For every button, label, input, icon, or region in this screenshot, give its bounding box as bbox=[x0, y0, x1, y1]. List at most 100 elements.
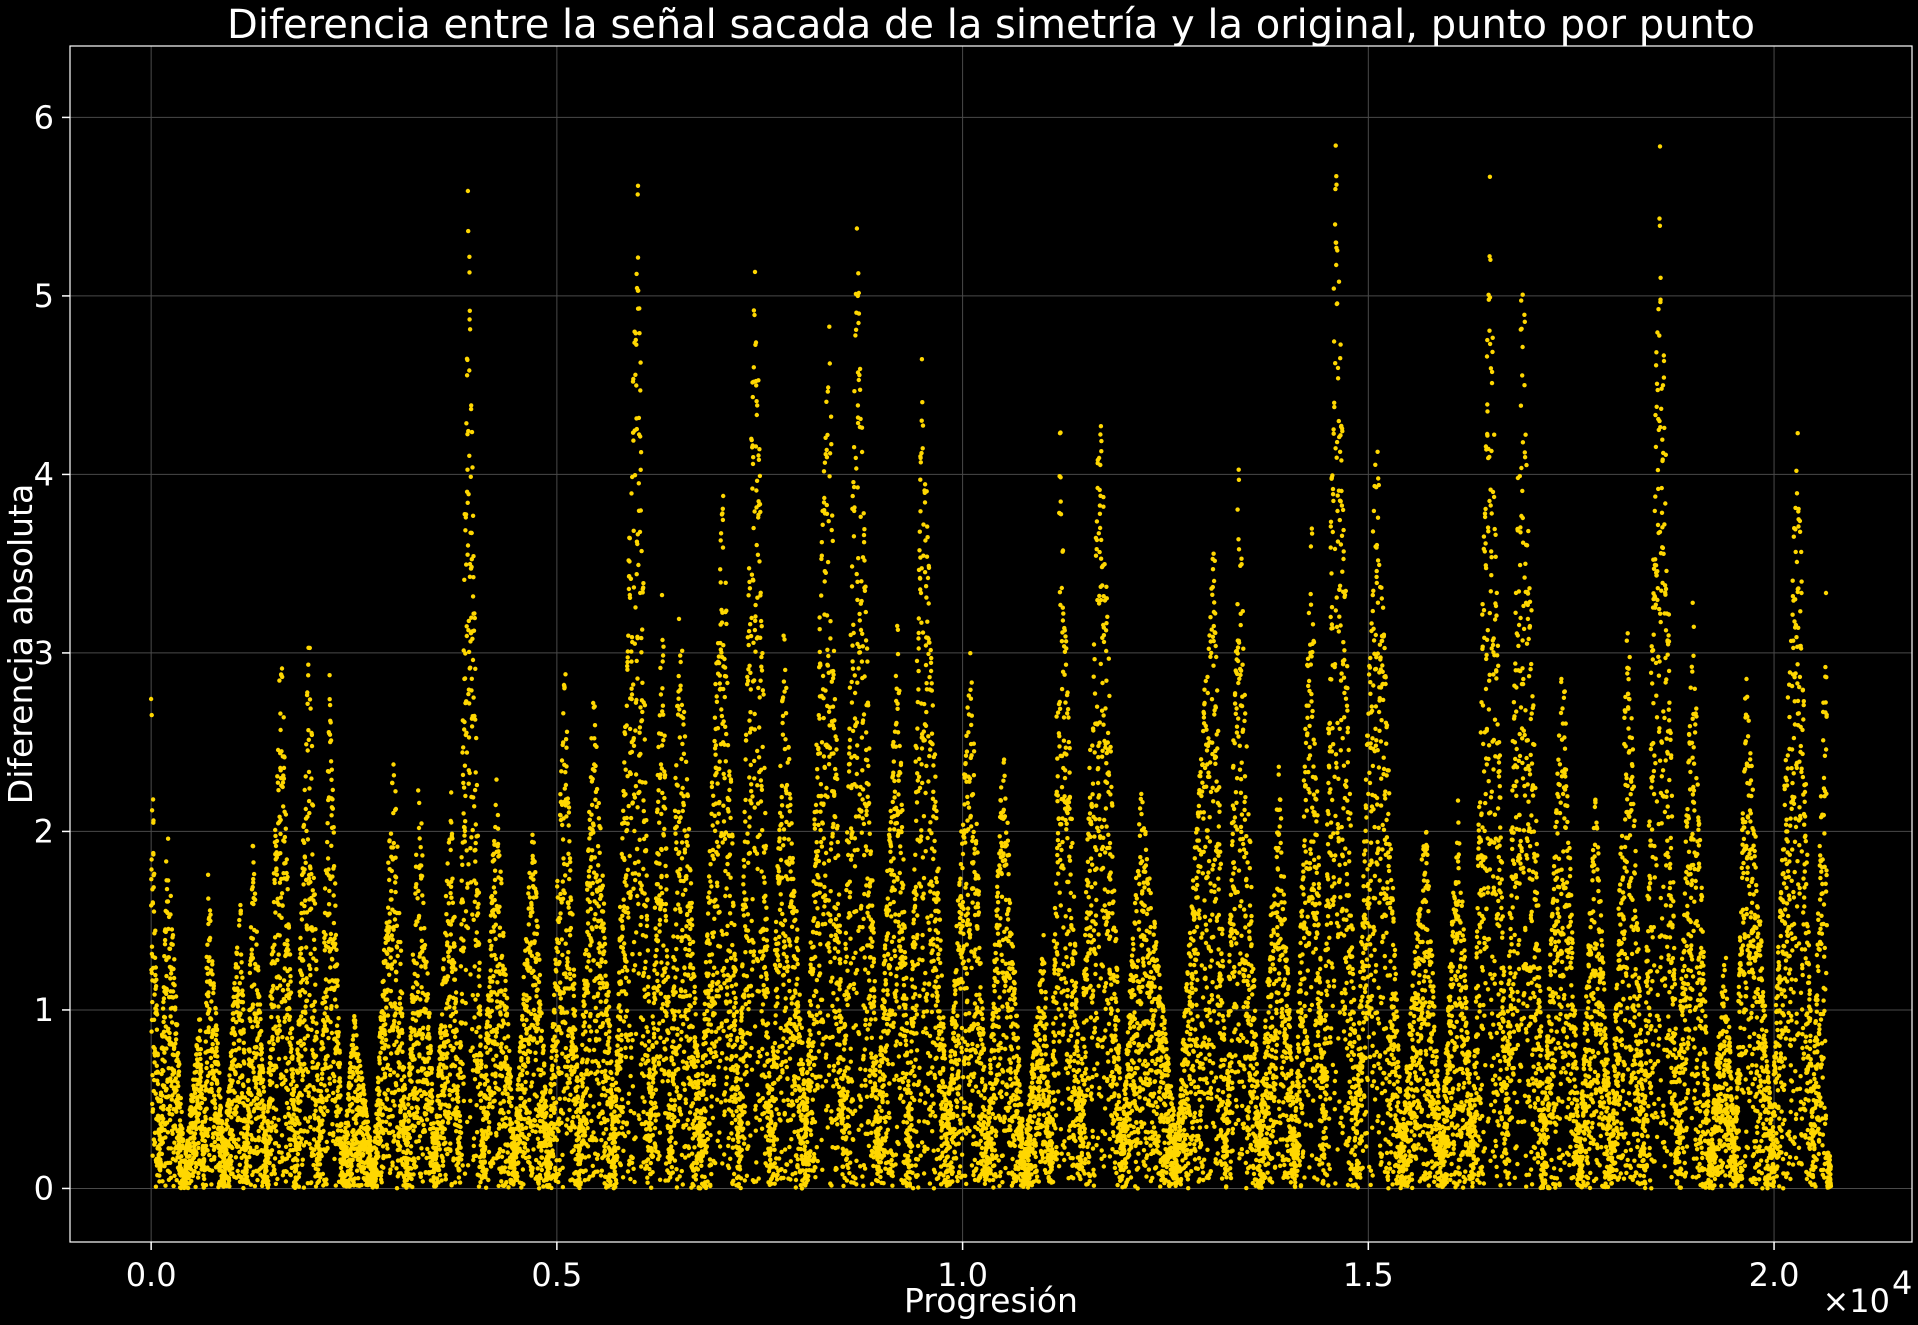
data-point bbox=[441, 957, 446, 962]
data-point bbox=[459, 991, 465, 997]
data-point bbox=[448, 932, 453, 937]
data-point bbox=[471, 795, 476, 800]
data-point bbox=[383, 1037, 389, 1043]
data-point bbox=[164, 859, 169, 864]
data-point bbox=[533, 1129, 538, 1135]
data-point bbox=[257, 1010, 263, 1015]
data-point bbox=[327, 732, 333, 737]
data-point bbox=[418, 1171, 424, 1177]
data-point bbox=[161, 1107, 166, 1112]
data-point bbox=[487, 938, 492, 944]
data-point bbox=[235, 1168, 240, 1174]
data-point bbox=[492, 890, 498, 895]
data-point bbox=[486, 1085, 492, 1090]
data-point bbox=[448, 922, 454, 927]
data-point bbox=[505, 1150, 510, 1155]
data-point bbox=[354, 1121, 359, 1126]
data-point bbox=[536, 1186, 542, 1191]
data-point bbox=[258, 1016, 263, 1022]
data-point bbox=[314, 1029, 320, 1035]
data-point bbox=[457, 1180, 463, 1185]
data-point bbox=[382, 1032, 388, 1037]
data-point bbox=[215, 1080, 220, 1086]
data-point bbox=[297, 1146, 302, 1152]
data-point bbox=[394, 1039, 399, 1044]
data-point bbox=[544, 1104, 549, 1109]
data-point bbox=[295, 1047, 300, 1052]
data-point bbox=[523, 1079, 528, 1085]
data-point bbox=[315, 1077, 320, 1083]
data-point bbox=[419, 821, 424, 826]
data-point bbox=[321, 1112, 327, 1118]
data-point bbox=[489, 943, 494, 948]
data-point bbox=[504, 1180, 509, 1185]
data-point bbox=[257, 1002, 263, 1007]
data-point bbox=[416, 788, 421, 793]
data-point bbox=[469, 688, 474, 693]
data-point bbox=[400, 1049, 405, 1055]
data-point bbox=[452, 914, 457, 920]
data-point bbox=[386, 860, 391, 865]
data-point bbox=[302, 787, 307, 793]
data-point bbox=[402, 1074, 407, 1079]
data-point bbox=[463, 793, 468, 799]
data-point bbox=[379, 1170, 384, 1175]
data-point bbox=[205, 1130, 210, 1135]
data-point bbox=[380, 1035, 385, 1041]
data-point bbox=[284, 1169, 289, 1175]
data-point bbox=[481, 1105, 487, 1111]
data-point bbox=[254, 1081, 259, 1087]
data-point bbox=[281, 978, 287, 983]
data-point bbox=[198, 1106, 203, 1111]
data-point bbox=[527, 1049, 533, 1055]
data-point bbox=[309, 776, 314, 781]
data-point bbox=[291, 1098, 297, 1103]
data-point bbox=[548, 1143, 553, 1148]
data-point bbox=[265, 1118, 270, 1124]
data-point bbox=[503, 978, 508, 984]
data-point bbox=[461, 780, 466, 786]
data-point bbox=[327, 888, 332, 894]
data-point bbox=[336, 1041, 341, 1046]
data-point bbox=[250, 844, 256, 849]
data-point bbox=[488, 968, 493, 973]
data-point bbox=[388, 1167, 393, 1172]
data-point bbox=[552, 1081, 557, 1087]
data-point bbox=[409, 1166, 414, 1171]
data-point bbox=[407, 1061, 412, 1067]
data-point bbox=[468, 665, 473, 670]
data-point bbox=[238, 1011, 243, 1016]
data-point bbox=[426, 1056, 432, 1061]
data-point bbox=[489, 1008, 495, 1014]
data-point bbox=[454, 1116, 459, 1121]
data-point bbox=[434, 1153, 439, 1159]
data-point bbox=[299, 1093, 304, 1098]
data-point bbox=[349, 1101, 355, 1107]
data-point bbox=[502, 967, 507, 972]
data-point bbox=[420, 1036, 425, 1041]
data-point bbox=[452, 1005, 457, 1010]
data-point bbox=[550, 1130, 555, 1135]
data-point bbox=[334, 947, 339, 952]
data-point bbox=[252, 891, 258, 896]
data-point bbox=[377, 1089, 382, 1094]
data-point bbox=[285, 1036, 290, 1041]
data-point bbox=[486, 1177, 491, 1183]
data-point bbox=[361, 1087, 366, 1093]
data-point bbox=[470, 636, 475, 641]
data-point bbox=[497, 853, 502, 858]
data-point bbox=[163, 1183, 168, 1188]
data-point bbox=[277, 678, 282, 683]
data-point bbox=[170, 933, 176, 938]
data-point bbox=[198, 1075, 203, 1080]
data-point bbox=[314, 1021, 319, 1026]
data-point bbox=[362, 1165, 367, 1170]
data-point bbox=[192, 1131, 198, 1136]
data-point bbox=[523, 1087, 528, 1092]
data-point bbox=[212, 1093, 217, 1098]
data-point bbox=[549, 1055, 554, 1061]
data-point bbox=[424, 959, 429, 965]
data-point bbox=[276, 1117, 281, 1123]
data-point bbox=[487, 1120, 492, 1125]
data-point bbox=[150, 901, 156, 906]
